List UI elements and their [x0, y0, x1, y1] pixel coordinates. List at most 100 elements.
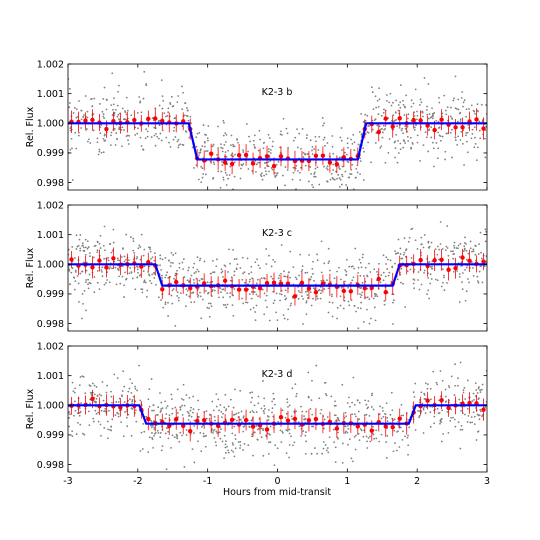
plot-area	[68, 70, 487, 190]
raw-point	[229, 279, 232, 282]
raw-point	[270, 275, 273, 278]
raw-point	[213, 271, 216, 274]
raw-point	[200, 165, 203, 168]
raw-point	[207, 291, 210, 294]
raw-point	[315, 140, 317, 143]
raw-point	[383, 300, 386, 302]
raw-point	[122, 435, 125, 438]
raw-point	[226, 174, 228, 176]
raw-point	[98, 288, 101, 290]
raw-point	[202, 432, 205, 435]
raw-point	[149, 279, 151, 282]
raw-point	[82, 116, 84, 118]
raw-point	[201, 176, 204, 179]
raw-point	[300, 405, 302, 408]
raw-point	[394, 442, 396, 445]
raw-point	[408, 236, 411, 239]
raw-point	[230, 134, 233, 137]
raw-point	[423, 271, 425, 274]
raw-point	[99, 132, 102, 135]
raw-point	[153, 134, 156, 137]
raw-point	[431, 112, 434, 115]
raw-point	[306, 134, 308, 136]
raw-point	[392, 301, 394, 304]
raw-point	[359, 157, 362, 160]
raw-point	[178, 266, 181, 269]
raw-point	[421, 110, 424, 113]
raw-point	[242, 149, 244, 152]
raw-point	[450, 375, 453, 378]
raw-point	[106, 437, 109, 440]
raw-point	[412, 282, 415, 285]
raw-point	[305, 410, 308, 413]
raw-point	[88, 384, 91, 387]
raw-point	[378, 262, 380, 265]
raw-point	[279, 299, 281, 302]
raw-point	[150, 282, 153, 285]
raw-point	[311, 413, 314, 416]
raw-point	[371, 432, 374, 435]
raw-point	[181, 413, 184, 416]
raw-point	[131, 398, 134, 401]
raw-point	[184, 305, 187, 308]
raw-point	[165, 136, 168, 139]
raw-point	[274, 175, 277, 177]
raw-point	[467, 124, 470, 126]
raw-point	[346, 431, 349, 434]
raw-point	[197, 440, 199, 443]
raw-point	[161, 258, 164, 261]
raw-point	[193, 282, 195, 284]
raw-point	[158, 137, 160, 140]
raw-point	[381, 131, 384, 134]
raw-point	[230, 144, 232, 147]
raw-point	[237, 141, 239, 144]
raw-point	[184, 130, 187, 133]
raw-point	[222, 412, 224, 415]
raw-point	[379, 146, 382, 149]
raw-point	[438, 101, 441, 104]
raw-point	[242, 302, 245, 305]
binned-point	[355, 424, 361, 429]
raw-point	[220, 428, 222, 431]
binned-point	[229, 417, 235, 423]
x-tick-label: 2	[414, 476, 420, 487]
raw-point	[391, 266, 394, 269]
raw-point	[251, 433, 254, 436]
raw-point	[416, 141, 419, 144]
raw-point	[227, 177, 230, 180]
raw-point	[453, 247, 456, 249]
raw-point	[100, 434, 102, 437]
raw-point	[92, 417, 95, 420]
raw-point	[223, 406, 226, 409]
raw-point	[323, 262, 326, 265]
raw-point	[313, 447, 316, 449]
raw-point	[94, 409, 97, 412]
raw-point	[374, 95, 377, 98]
raw-point	[201, 167, 204, 170]
y-tick-label: 1.002	[37, 59, 64, 70]
raw-point	[307, 371, 310, 374]
raw-point	[447, 384, 450, 387]
raw-point	[96, 281, 99, 284]
raw-point	[368, 262, 370, 265]
raw-point	[467, 252, 470, 255]
raw-point	[147, 271, 150, 273]
raw-point	[269, 425, 272, 428]
raw-point	[116, 377, 119, 380]
raw-point	[451, 250, 454, 253]
raw-point	[77, 282, 80, 285]
raw-point	[212, 409, 215, 412]
raw-point	[167, 437, 170, 440]
raw-point	[110, 425, 113, 428]
x-tick-label: -3	[63, 476, 72, 487]
raw-point	[461, 281, 463, 284]
raw-point	[289, 304, 292, 307]
raw-point	[412, 391, 415, 394]
raw-point	[89, 255, 91, 258]
raw-point	[296, 128, 298, 131]
raw-point	[427, 246, 430, 249]
raw-point	[143, 281, 145, 283]
raw-point	[344, 432, 347, 434]
raw-point	[251, 396, 253, 399]
raw-point	[198, 279, 201, 282]
